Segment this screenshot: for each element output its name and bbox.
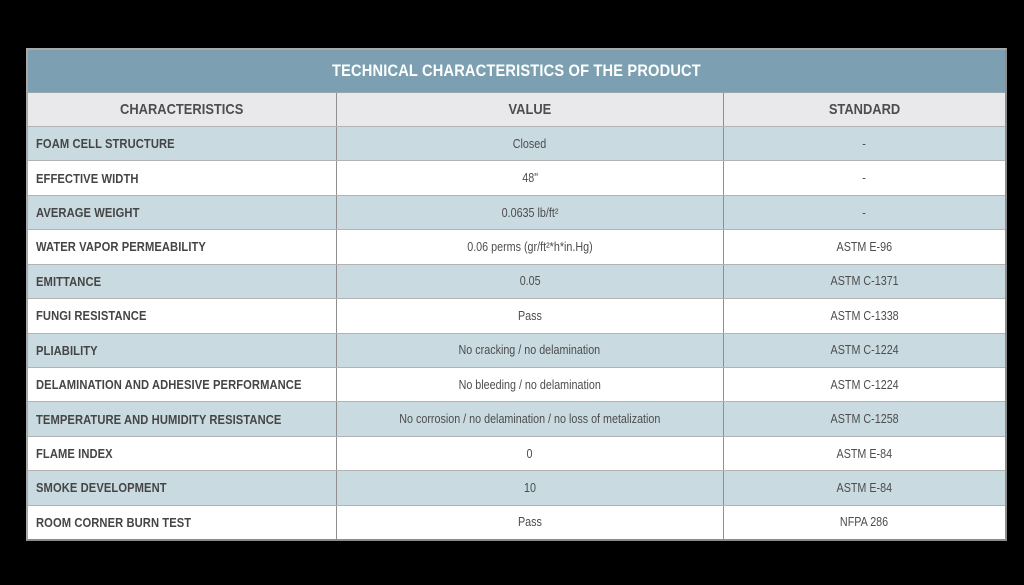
value-cell: Closed [335,127,723,161]
characteristic-cell: FLAME INDEX [28,437,336,470]
standard-cell: - [722,127,1005,161]
characteristic-label: FLAME INDEX [36,446,113,461]
standard-label: ASTM C-1338 [830,308,899,323]
characteristic-cell: FOAM CELL STRUCTURE [28,127,336,160]
table-row: AVERAGE WEIGHT 0.0635 lb/ft² - [28,195,1005,231]
value-label: No bleeding / no delamination [458,377,601,392]
value-cell: 0.06 perms (gr/ft²*h*in.Hg) [335,230,723,264]
value-cell: 0.05 [335,264,723,299]
standard-label: ASTM C-1224 [830,377,899,392]
characteristic-label: EFFECTIVE WIDTH [36,170,139,186]
characteristic-cell: SMOKE DEVELOPMENT [28,471,336,504]
characteristic-cell: DELAMINATION AND ADHESIVE PERFORMANCE [28,368,336,401]
characteristic-cell: FUNGI RESISTANCE [28,299,336,332]
value-cell: 0 [335,436,723,471]
characteristic-cell: AVERAGE WEIGHT [28,196,336,229]
standard-cell: ASTM E-84 [722,471,1005,505]
value-label: 0.0635 lb/ft² [501,205,559,220]
column-header-row: CHARACTERISTICS VALUE STANDARD [28,93,1005,127]
characteristic-label: FUNGI RESISTANCE [36,308,147,324]
standard-cell: - [722,195,1005,230]
table-row: ROOM CORNER BURN TEST Pass NFPA 286 [28,505,1005,540]
standard-label: ASTM E-84 [836,446,893,461]
value-cell: Pass [335,505,723,540]
characteristic-cell: WATER VAPOR PERMEABILITY [28,230,336,263]
standard-cell: - [722,161,1005,195]
characteristic-label: WATER VAPOR PERMEABILITY [36,239,206,255]
standard-label: ASTM C-1371 [830,274,899,289]
characteristic-cell: TEMPERATURE AND HUMIDITY RESISTANCE [28,402,336,435]
standard-label: - [862,205,867,220]
standard-label: ASTM E-84 [836,480,893,495]
value-label: 10 [523,480,536,495]
standard-label: NFPA 286 [840,515,889,530]
table-title: TECHNICAL CHARACTERISTICS OF THE PRODUCT [332,61,701,80]
characteristic-label: FOAM CELL STRUCTURE [36,136,175,152]
characteristic-label: EMITTANCE [36,273,102,289]
characteristic-label: DELAMINATION AND ADHESIVE PERFORMANCE [36,377,302,393]
value-cell: Pass [335,299,723,333]
value-label: 48" [521,171,538,186]
characteristic-label: SMOKE DEVELOPMENT [36,480,167,496]
value-label: Closed [512,136,547,151]
value-label: Pass [517,515,542,530]
characteristic-label: TEMPERATURE AND HUMIDITY RESISTANCE [36,411,282,427]
value-cell: No cracking / no delamination [335,333,723,367]
table-title-bar: TECHNICAL CHARACTERISTICS OF THE PRODUCT [28,50,1005,93]
value-cell: 10 [335,471,723,505]
column-header-characteristics-label: CHARACTERISTICS [120,101,244,118]
standard-cell: ASTM C-1258 [722,402,1005,436]
column-header-standard-label: STANDARD [828,101,901,118]
value-label: 0.05 [519,274,541,289]
column-header-value: VALUE [335,93,723,126]
standard-label: ASTM C-1224 [830,343,899,358]
standard-label: ASTM C-1258 [830,412,899,427]
standard-cell: ASTM C-1371 [722,264,1005,299]
standard-cell: ASTM C-1224 [722,367,1005,402]
value-label: 0.06 perms (gr/ft²*h*in.Hg) [466,239,593,254]
column-header-standard: STANDARD [722,93,1005,126]
column-header-value-label: VALUE [508,101,552,118]
characteristic-cell: ROOM CORNER BURN TEST [28,506,336,539]
table-row: SMOKE DEVELOPMENT 10 ASTM E-84 [28,471,1005,506]
value-cell: No bleeding / no delamination [335,367,723,402]
characteristic-label: AVERAGE WEIGHT [36,205,140,221]
standard-cell: ASTM E-96 [722,230,1005,264]
technical-characteristics-table: TECHNICAL CHARACTERISTICS OF THE PRODUCT… [26,48,1007,541]
characteristic-cell: EFFECTIVE WIDTH [28,161,336,194]
table-row: FUNGI RESISTANCE Pass ASTM C-1338 [28,299,1005,334]
value-label: No corrosion / no delamination / no loss… [399,412,661,427]
value-label: Pass [517,308,542,323]
value-cell: 0.0635 lb/ft² [335,195,723,230]
characteristic-label: PLIABILITY [36,342,98,358]
table-row: FLAME INDEX 0 ASTM E-84 [28,436,1005,472]
standard-label: ASTM E-96 [836,239,893,254]
characteristic-cell: EMITTANCE [28,265,336,298]
table-row: DELAMINATION AND ADHESIVE PERFORMANCE No… [28,367,1005,403]
column-header-characteristics: CHARACTERISTICS [28,93,336,126]
table-row: EMITTANCE 0.05 ASTM C-1371 [28,264,1005,300]
table-row: WATER VAPOR PERMEABILITY 0.06 perms (gr/… [28,230,1005,265]
standard-cell: NFPA 286 [722,505,1005,540]
value-cell: No corrosion / no delamination / no loss… [335,402,723,436]
table-row: PLIABILITY No cracking / no delamination… [28,333,1005,368]
value-label: 0 [526,446,533,461]
standard-label: - [862,171,867,186]
characteristic-cell: PLIABILITY [28,334,336,367]
value-cell: 48" [335,161,723,195]
standard-cell: ASTM C-1338 [722,299,1005,333]
table-row: TEMPERATURE AND HUMIDITY RESISTANCE No c… [28,402,1005,437]
standard-cell: ASTM C-1224 [722,333,1005,367]
characteristic-label: ROOM CORNER BURN TEST [36,514,192,530]
value-label: No cracking / no delamination [458,343,601,358]
standard-cell: ASTM E-84 [722,436,1005,471]
standard-label: - [862,136,867,151]
table-row: EFFECTIVE WIDTH 48" - [28,161,1005,196]
table-row: FOAM CELL STRUCTURE Closed - [28,127,1005,162]
